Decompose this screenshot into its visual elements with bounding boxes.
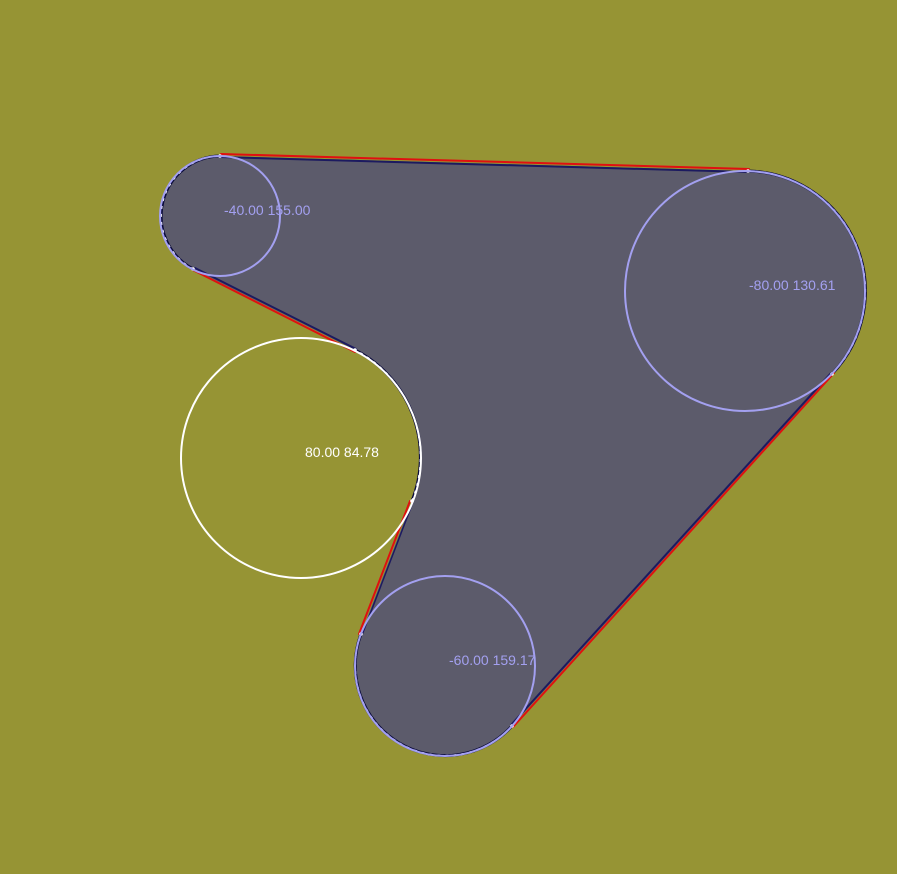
circle-c4[interactable] [180,337,422,579]
tangent-red-right [512,372,835,728]
circle-c4-label: 80.00 84.78 [305,444,379,460]
tangent-red-upper-left [192,269,356,353]
circle-c1[interactable] [159,155,281,277]
circle-c1-label: -40.00 155.00 [224,202,311,218]
tangent-red-top [220,153,750,170]
tangent-navy-upper-left [194,267,357,350]
tangent-navy-right [510,372,832,726]
circle-c3-label: -60.00 159.17 [449,652,536,668]
circle-c2[interactable] [624,170,866,412]
tangent-navy-top [219,156,749,173]
tangent-navy-bottom-left [361,501,414,636]
shape-fill [161,156,866,756]
circle-c3[interactable] [354,575,536,757]
circle-c2-label: -80.00 130.61 [749,277,836,293]
